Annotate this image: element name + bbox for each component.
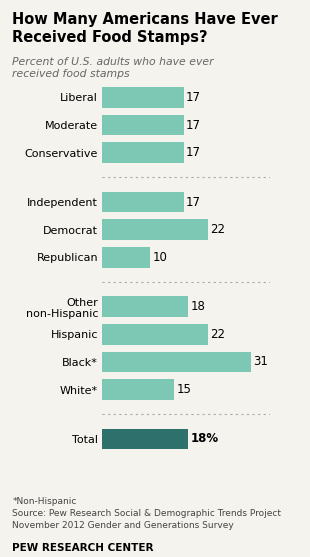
Text: 22: 22 (210, 223, 225, 236)
Bar (102, 115, 184, 135)
Bar (102, 324, 207, 345)
Text: 31: 31 (253, 355, 268, 369)
Text: 18%: 18% (191, 432, 219, 446)
Bar (102, 296, 188, 317)
Text: 17: 17 (186, 119, 201, 131)
Text: Percent of U.S. adults who have ever
received food stamps: Percent of U.S. adults who have ever rec… (12, 57, 214, 79)
Text: 18: 18 (191, 300, 206, 313)
Bar (102, 379, 174, 400)
Text: 17: 17 (186, 146, 201, 159)
Bar (102, 247, 150, 267)
Bar (102, 192, 184, 212)
Text: 17: 17 (186, 196, 201, 208)
Bar (102, 87, 184, 108)
Text: 15: 15 (176, 383, 191, 396)
Bar (102, 143, 184, 163)
Text: 22: 22 (210, 328, 225, 341)
Bar (102, 429, 188, 449)
Text: PEW RESEARCH CENTER: PEW RESEARCH CENTER (12, 543, 154, 553)
Text: *Non-Hispanic
Source: Pew Research Social & Demographic Trends Project
November : *Non-Hispanic Source: Pew Research Socia… (12, 497, 281, 530)
Bar (102, 351, 250, 372)
Text: 17: 17 (186, 91, 201, 104)
Text: 10: 10 (153, 251, 167, 264)
Bar (102, 219, 207, 240)
Text: How Many Americans Have Ever
Received Food Stamps?: How Many Americans Have Ever Received Fo… (12, 12, 278, 45)
